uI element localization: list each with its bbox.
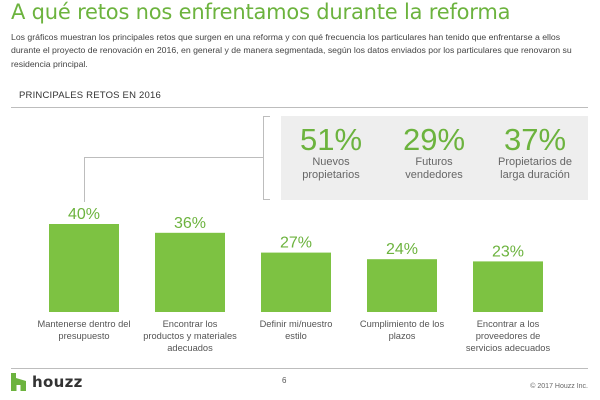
- chart-section-label: PRINCIPALES RETOS EN 2016: [19, 90, 161, 101]
- segment-label: Nuevos: [312, 156, 350, 168]
- section-divider: [11, 107, 588, 108]
- bar-category-label-line: plazos: [388, 331, 416, 341]
- bar-5: [473, 261, 543, 312]
- segment-stats-box: 51% Nuevos propietarios 29% Futuros vend…: [281, 116, 588, 200]
- bar-value-label: 23%: [492, 243, 524, 260]
- bar-category-label-line: presupuesto: [58, 331, 110, 341]
- footer-divider: [11, 368, 588, 369]
- bracket-top-tick: [263, 116, 270, 117]
- houzz-wordmark: houzz: [32, 373, 83, 391]
- segment-stat-long-term-owners: 37% Propietarios de larga duración: [485, 116, 585, 182]
- houzz-logo-icon: [11, 373, 26, 391]
- bar-category-label: Cumplimiento de los plazos: [343, 318, 461, 342]
- bar-value-label: 27%: [280, 235, 312, 252]
- bar-value-label: 36%: [174, 215, 206, 232]
- segment-percent: 29%: [402, 122, 466, 157]
- segment-label: vendedores: [405, 169, 463, 181]
- bar-category-label: Encontrar a los proveedores de servicios a…: [449, 318, 567, 354]
- segment-percent: 51%: [299, 122, 363, 157]
- bar-category-label-line: Mantenerse dentro del: [37, 319, 131, 329]
- bar-2: [155, 232, 225, 312]
- bar-value-label: 40%: [68, 206, 100, 223]
- bracket-connector: [84, 157, 263, 158]
- bar-category-label-line: servicios adecuados: [465, 343, 551, 353]
- segment-label: propietarios: [302, 169, 360, 181]
- bar-category-label-line: adecuados: [167, 343, 213, 353]
- segment-stat-new-owners: 51% Nuevos propietarios: [281, 116, 381, 182]
- segment-stat-future-sellers: 29% Futuros vendedores: [384, 116, 484, 182]
- segment-label: Futuros: [415, 156, 453, 168]
- intro-paragraph: Los gráficos muestran los principales re…: [11, 32, 572, 69]
- bar-category-label-line: Definir mi/nuestro: [259, 319, 333, 329]
- houzz-logo: houzz: [10, 373, 83, 391]
- bar-4: [367, 259, 437, 312]
- copyright-notice: © 2017 Houzz Inc.: [530, 383, 588, 390]
- bar-category-label-line: estilo: [285, 331, 307, 341]
- page-number: 6: [282, 376, 287, 385]
- bracket-drop: [84, 157, 85, 202]
- bracket-bottom-tick: [263, 199, 270, 200]
- bar-category-label-line: Encontrar los: [162, 319, 218, 329]
- bar-1: [49, 224, 119, 312]
- bar-category-label-line: Encontrar a los: [476, 319, 540, 329]
- bar-category-label: Mantenerse dentro del presupuesto: [25, 318, 143, 342]
- bar-value-label: 24%: [386, 241, 418, 258]
- segment-label: larga duración: [500, 169, 570, 181]
- bar-category-label: Definir mi/nuestro estilo: [237, 318, 355, 342]
- bar-3: [261, 252, 331, 312]
- bar-category-label: Encontrar los productos y materiales adecu…: [131, 318, 249, 354]
- page-title: A qué retos nos enfrentamos durante la r…: [11, 0, 511, 24]
- segment-label: Propietarios de: [498, 156, 572, 168]
- segment-percent: 37%: [503, 122, 567, 157]
- bar-category-label-line: proveedores de: [475, 331, 541, 341]
- bracket-vertical: [263, 116, 264, 200]
- bar-category-label-line: Cumplimiento de los: [359, 319, 445, 329]
- bar-category-label-line: productos y materiales: [143, 331, 237, 341]
